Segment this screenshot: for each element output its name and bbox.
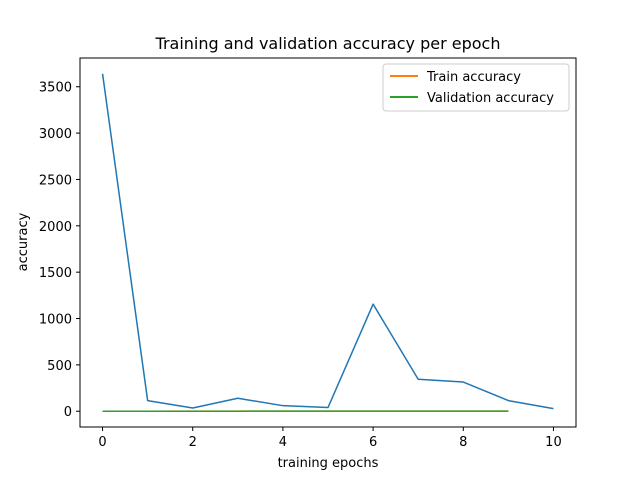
y-tick-label: 3000 [39,127,72,142]
legend: Train accuracy Validation accuracy [382,63,570,112]
y-axis-label: accuracy [16,212,31,271]
x-tick-label: 4 [279,435,287,450]
y-tick-label: 0 [64,405,72,420]
series-layer [101,73,554,412]
x-tick-label: 10 [545,435,562,450]
chart-title: Training and validation accuracy per epo… [155,34,501,53]
y-tick-label: 2500 [39,173,72,188]
x-tick-label: 8 [459,435,467,450]
x-axis-label: training epochs [278,456,379,471]
y-tick-label: 1000 [39,313,72,328]
legend-label-validation: Validation accuracy [427,91,554,106]
y-tick-label: 1500 [39,266,72,281]
legend-box [382,63,570,112]
x-tick-label: 0 [98,435,106,450]
y-tick-label: 2000 [39,220,72,235]
x-tick-label: 6 [369,435,377,450]
legend-label-train: Train accuracy [426,70,521,85]
y-axis-ticks: 0 500 1000 1500 2000 2500 3000 3500 [39,81,80,420]
x-tick-label: 2 [189,435,197,450]
y-tick-label: 500 [47,359,72,374]
y-tick-label: 3500 [39,81,72,96]
x-axis-ticks: 0 2 4 6 8 10 [98,427,562,450]
plot-frame [79,57,577,428]
series-line-series-1 [101,73,554,410]
